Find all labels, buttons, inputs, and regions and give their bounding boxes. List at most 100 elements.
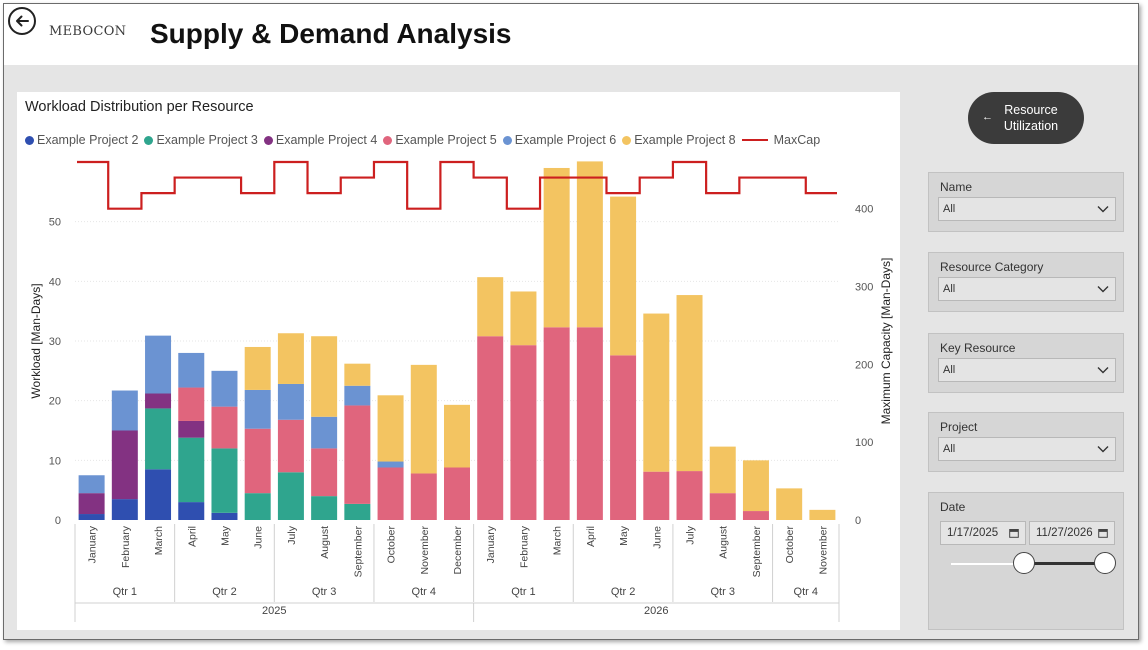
x-tick-label: June — [253, 526, 265, 549]
bar-segment — [676, 295, 703, 472]
y-tick-label: 20 — [49, 396, 61, 408]
x-tick-label: January — [87, 525, 99, 563]
date-range-start-handle[interactable] — [1013, 552, 1035, 574]
legend-label: Example Project 3 — [156, 133, 258, 147]
resource-category-dropdown[interactable]: All — [938, 277, 1116, 301]
bar-segment — [145, 469, 172, 520]
quarter-label: Qtr 2 — [611, 586, 635, 598]
bar-segment — [244, 346, 271, 390]
chart-title: Workload Distribution per Resource — [25, 99, 254, 115]
bar-segment — [344, 363, 371, 386]
x-tick-label: September — [352, 526, 364, 578]
legend-item[interactable]: Example Project 6 — [502, 133, 617, 147]
x-tick-label: July — [685, 525, 697, 544]
back-button[interactable] — [8, 7, 36, 35]
dropdown-value: All — [943, 203, 956, 215]
y2-tick-label: 300 — [855, 282, 873, 294]
legend-label: Example Project 8 — [634, 133, 736, 147]
y-tick-label: 30 — [49, 336, 61, 348]
bar-segment — [709, 493, 736, 520]
project-dropdown[interactable]: All — [938, 437, 1116, 461]
x-tick-label: February — [518, 525, 530, 568]
chevron-down-icon — [1097, 446, 1109, 453]
workload-chart-card: 0 10 20 30 40 50 0 100 200 300 400 Workload [Man-Da… — [17, 92, 900, 630]
bar-segment — [444, 467, 470, 520]
bar-segment — [111, 499, 138, 520]
page-title: Supply & Demand Analysis — [150, 18, 512, 49]
legend-item[interactable]: Example Project 4 — [263, 133, 378, 147]
y2-tick-label: 400 — [855, 204, 873, 216]
end-date-value: 11/27/2026 — [1036, 527, 1093, 539]
date-range-end-handle[interactable] — [1094, 552, 1116, 574]
bar-segment — [610, 196, 637, 356]
slicer-title: Resource Category — [940, 260, 1044, 274]
legend-label: Example Project 5 — [395, 133, 497, 147]
chart-legend: Example Project 2 Example Project 3 Exampl… — [25, 133, 826, 147]
slicer-title: Project — [940, 420, 978, 434]
bar-segment — [377, 467, 404, 520]
bar-segment — [277, 419, 304, 473]
bar-segment — [776, 488, 803, 520]
y2-tick-label: 200 — [855, 359, 873, 371]
bar-segment — [178, 387, 205, 421]
bar-segment — [311, 416, 338, 449]
quarter-label: Qtr 1 — [113, 586, 137, 598]
header-bar: MEBOCON Supply & Demand Analysis — [4, 4, 1138, 65]
legend-item[interactable]: Example Project 5 — [383, 133, 497, 147]
date-range-fill — [1024, 562, 1106, 565]
start-date-value: 1/17/2025 — [947, 527, 999, 539]
bar-segment — [410, 364, 437, 474]
slicer-title: Name — [940, 180, 973, 194]
legend-marker — [622, 135, 632, 145]
legend-marker — [383, 135, 393, 145]
bar-segment — [576, 161, 603, 328]
legend-label: Example Project 4 — [275, 133, 378, 147]
bar-segment — [178, 437, 205, 503]
bar-segment — [78, 475, 105, 494]
x-tick-label: June — [651, 526, 663, 549]
x-tick-label: January — [485, 525, 497, 563]
start-date-input[interactable]: 1/17/2025 — [940, 521, 1026, 545]
x-tick-label: July — [286, 525, 298, 544]
arrow-left-icon — [16, 15, 29, 27]
legend-item[interactable]: Example Project 3 — [144, 133, 258, 147]
x-tick-label: August — [319, 526, 331, 559]
legend-item[interactable]: MaxCap — [741, 133, 821, 147]
x-tick-label: March — [552, 526, 564, 555]
resource-utilization-label: Resource Utilization — [1003, 103, 1059, 133]
end-date-input[interactable]: 11/27/2026 — [1029, 521, 1115, 545]
project-slicer: Project All — [928, 412, 1124, 472]
resource-category-slicer: Resource Category All — [928, 252, 1124, 312]
resource-utilization-button[interactable]: ← Resource Utilization — [968, 92, 1084, 144]
x-tick-label: March — [153, 526, 165, 555]
bar-segment — [178, 420, 205, 438]
bar-segment — [344, 405, 371, 504]
legend-item[interactable]: Example Project 8 — [622, 133, 736, 147]
x-tick-label: October — [386, 526, 398, 564]
quarter-label: Qtr 4 — [794, 586, 818, 598]
bar-segment — [410, 473, 437, 520]
y-axis-title: Workload [Man-Days] — [29, 283, 43, 398]
chevron-down-icon — [1097, 367, 1109, 374]
calendar-icon — [1009, 529, 1019, 538]
bar-segment — [477, 277, 504, 337]
legend-marker — [741, 139, 768, 141]
quarter-label: Qtr 3 — [711, 586, 735, 598]
key-resource-dropdown[interactable]: All — [938, 358, 1116, 382]
x-tick-label: November — [419, 525, 431, 574]
bar-segment — [444, 404, 470, 468]
legend-label: MaxCap — [773, 133, 821, 147]
bar-segment — [244, 493, 271, 520]
bar-segment — [311, 496, 338, 520]
bar-segment — [78, 493, 105, 515]
y-tick-label: 0 — [55, 515, 61, 527]
dropdown-value: All — [943, 443, 956, 455]
quarter-label: Qtr 1 — [511, 586, 535, 598]
legend-label: Example Project 6 — [514, 133, 617, 147]
bar-segment — [576, 327, 603, 520]
legend-item[interactable]: Example Project 2 — [25, 133, 138, 147]
name-dropdown[interactable]: All — [938, 197, 1116, 221]
key-resource-slicer: Key Resource All — [928, 333, 1124, 393]
bar-segment — [543, 167, 570, 328]
bar-segment — [510, 291, 537, 346]
